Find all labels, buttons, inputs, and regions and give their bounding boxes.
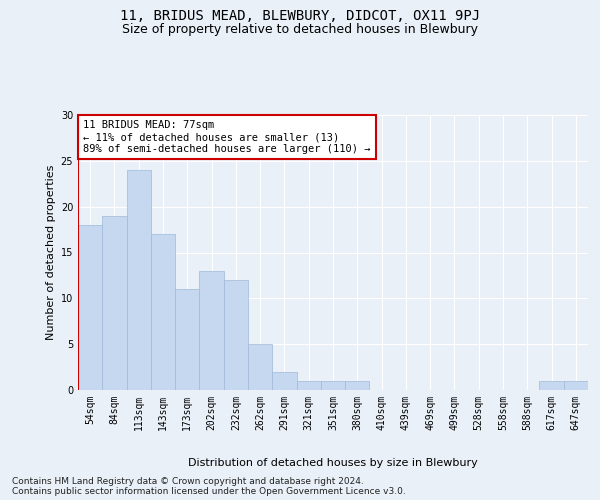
Bar [127, 170, 151, 390]
Bar [272, 372, 296, 390]
Text: Size of property relative to detached houses in Blewbury: Size of property relative to detached ho… [122, 22, 478, 36]
Bar [564, 381, 588, 390]
Text: Contains HM Land Registry data © Crown copyright and database right 2024.: Contains HM Land Registry data © Crown c… [12, 476, 364, 486]
Bar [321, 381, 345, 390]
Text: Distribution of detached houses by size in Blewbury: Distribution of detached houses by size … [188, 458, 478, 468]
Bar [175, 289, 199, 390]
Bar [345, 381, 370, 390]
Bar [78, 225, 102, 390]
Bar [248, 344, 272, 390]
Bar [224, 280, 248, 390]
Bar [151, 234, 175, 390]
Y-axis label: Number of detached properties: Number of detached properties [46, 165, 56, 340]
Bar [199, 271, 224, 390]
Bar [296, 381, 321, 390]
Bar [539, 381, 564, 390]
Bar [102, 216, 127, 390]
Text: 11, BRIDUS MEAD, BLEWBURY, DIDCOT, OX11 9PJ: 11, BRIDUS MEAD, BLEWBURY, DIDCOT, OX11 … [120, 9, 480, 23]
Text: 11 BRIDUS MEAD: 77sqm
← 11% of detached houses are smaller (13)
89% of semi-deta: 11 BRIDUS MEAD: 77sqm ← 11% of detached … [83, 120, 371, 154]
Text: Contains public sector information licensed under the Open Government Licence v3: Contains public sector information licen… [12, 486, 406, 496]
